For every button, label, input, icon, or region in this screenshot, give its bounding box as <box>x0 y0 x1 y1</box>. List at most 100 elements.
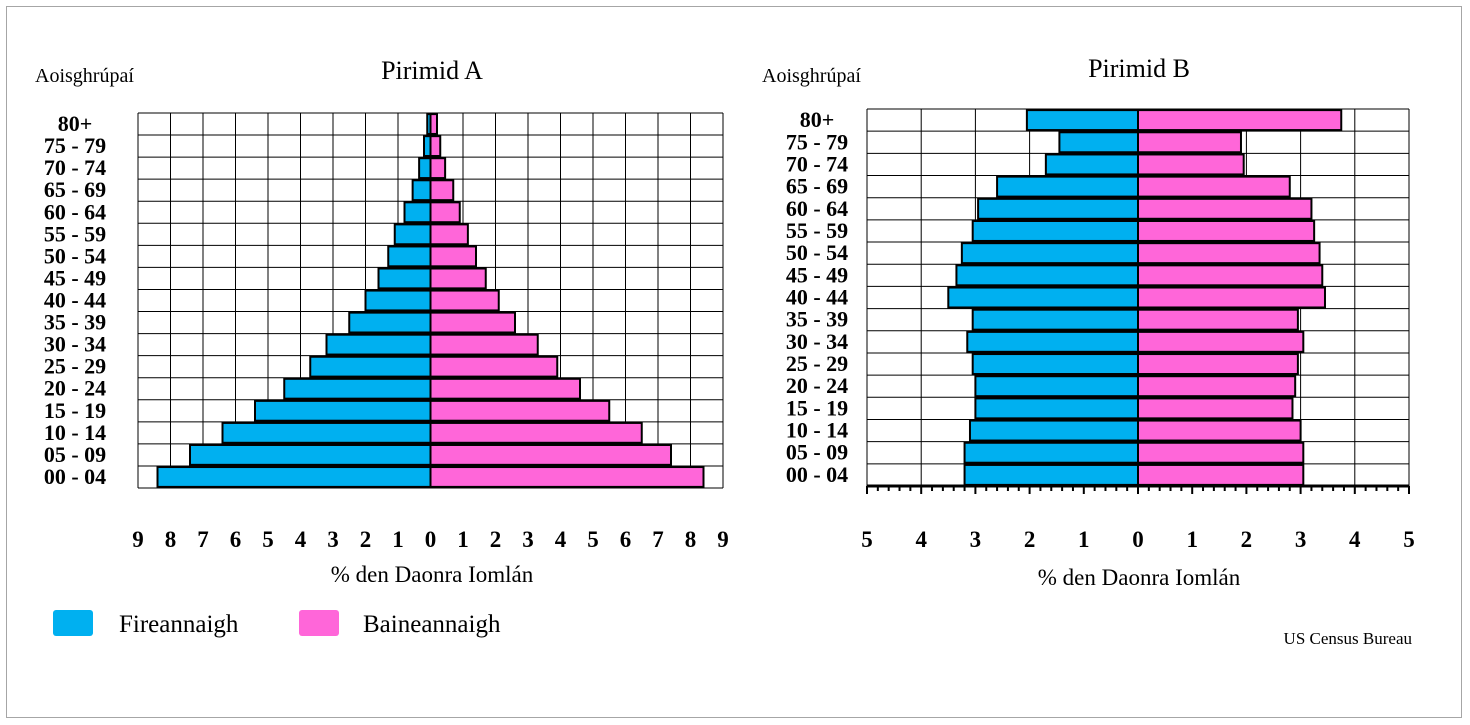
chart-b-bar-female-75-79 <box>1137 131 1242 154</box>
chart-b-category-label: 50 - 54 <box>786 240 848 265</box>
chart-a-bar-female-30-34 <box>429 333 539 356</box>
chart-b-category-label: 45 - 49 <box>786 262 848 287</box>
source-note: US Census Bureau <box>1284 629 1413 648</box>
chart-b-bar-male-30-34 <box>966 330 1140 353</box>
chart-b-category-label: 05 - 09 <box>786 440 848 465</box>
chart-b-category-label: 60 - 64 <box>786 196 848 221</box>
chart-a-x-tick-label: 7 <box>197 527 209 552</box>
chart-a-bar-female-40-44 <box>429 289 500 312</box>
chart-b-bar-female-40-44 <box>1137 286 1326 309</box>
chart-a-bar-female-15-19 <box>429 399 611 422</box>
chart-a-x-tick-label: 2 <box>360 527 372 552</box>
chart-b-bar-male-20-24 <box>974 375 1140 398</box>
chart-a-x-axis-label: % den Daonra Iomlán <box>331 562 534 587</box>
chart-a-bar-male-10-14 <box>221 421 432 444</box>
chart-b-category-label: 30 - 34 <box>786 329 848 354</box>
chart-a-category-label: 30 - 34 <box>44 332 106 357</box>
chart-a-bar-female-70-74 <box>429 157 447 180</box>
chart-b-y-axis-label: Aoisghrúpaí <box>762 65 861 87</box>
chart-a-x-tick-label: 8 <box>685 527 697 552</box>
chart-a-x-tick-label: 6 <box>230 527 242 552</box>
legend: Fireannaigh Baineannaigh <box>53 610 501 638</box>
chart-b-bar-male-05-09 <box>963 441 1139 464</box>
chart-b-bar-male-25-29 <box>971 353 1139 376</box>
chart-a-bar-male-05-09 <box>189 443 432 466</box>
chart-a-category-label: 40 - 44 <box>44 288 106 313</box>
chart-a-bar-female-05-09 <box>429 443 672 466</box>
chart-a-bar-female-35-39 <box>429 311 516 334</box>
chart-a-category-label: 35 - 39 <box>44 310 106 335</box>
chart-b-category-label: 00 - 04 <box>786 462 848 487</box>
chart-a-bar-female-65-69 <box>429 179 455 202</box>
chart-a-bar-female-50-54 <box>429 245 477 268</box>
chart-a-bar-male-40-44 <box>364 289 432 312</box>
chart-a-x-tick-label: 1 <box>457 527 469 552</box>
chart-b-x-axis-label: % den Daonra Iomlán <box>1038 565 1241 590</box>
chart-a-title: Pirimid A <box>381 56 483 85</box>
chart-a-bar-male-50-54 <box>387 245 432 268</box>
chart-b-bar-male-55-59 <box>971 219 1139 242</box>
chart-a-bar-female-20-24 <box>429 377 581 400</box>
chart-a-x-tick-label: 3 <box>522 527 534 552</box>
chart-a-x-tick-label: 9 <box>132 527 144 552</box>
chart-b-category-label: 35 - 39 <box>786 307 848 332</box>
chart-b-x-tick-label: 5 <box>861 527 873 552</box>
chart-a-bar-female-55-59 <box>429 223 469 246</box>
chart-a-x-tick-label: 5 <box>587 527 599 552</box>
chart-a-x-tick-label: 7 <box>652 527 664 552</box>
chart-b-bar-female-70-74 <box>1137 153 1245 176</box>
chart-a-bar-male-55-59 <box>393 223 432 246</box>
chart-b-bar-male-35-39 <box>971 308 1139 331</box>
chart-a-bar-male-70-74 <box>418 157 432 180</box>
chart-b-category-label: 40 - 44 <box>786 285 848 310</box>
chart-b-category-label: 20 - 24 <box>786 373 848 398</box>
chart-b-bar-female-30-34 <box>1137 330 1305 353</box>
chart-a-bar-female-00-04 <box>429 466 705 488</box>
chart-b-category-label: 10 - 14 <box>786 418 848 443</box>
chart-a-category-label: 75 - 79 <box>44 133 106 158</box>
chart-a-bar-male-20-24 <box>283 377 432 400</box>
chart-a-x-tick-label: 2 <box>490 527 502 552</box>
chart-a-x-tick-label: 8 <box>165 527 177 552</box>
chart-b-bar-male-10-14 <box>968 419 1139 442</box>
chart-b-x-tick-label: 1 <box>1186 527 1198 552</box>
chart-a-bar-female-75-79 <box>429 135 442 158</box>
chart-a-category-label: 10 - 14 <box>44 420 106 445</box>
chart-a-category-label: 00 - 04 <box>44 464 106 489</box>
chart-a-bar-male-15-19 <box>254 399 432 422</box>
chart-a-bar-female-45-49 <box>429 267 487 290</box>
chart-b-category-label: 80+ <box>800 107 835 132</box>
chart-a-category-label: 25 - 29 <box>44 354 106 379</box>
chart-a-category-label: 60 - 64 <box>44 199 106 224</box>
chart-a-x-tick-label: 3 <box>327 527 339 552</box>
chart-a-bar-male-45-49 <box>377 267 432 290</box>
chart-a-x-tick-label: 5 <box>262 527 274 552</box>
chart-b-bar-male-40-44 <box>947 286 1139 309</box>
chart-a-bar-female-25-29 <box>429 355 559 378</box>
legend-label-males: Fireannaigh <box>119 611 239 638</box>
chart-b-bar-female-35-39 <box>1137 308 1299 331</box>
chart-b-x-tick-label: 2 <box>1241 527 1253 552</box>
chart-a-x-tick-label: 6 <box>620 527 632 552</box>
chart-b-bar-male-50-54 <box>960 242 1139 265</box>
chart-b-x-tick-label: 3 <box>1295 527 1307 552</box>
chart-b-bar-male-60-64 <box>977 197 1139 220</box>
chart-a-x-tick-label: 0 <box>425 527 437 552</box>
chart-a-category-label: 50 - 54 <box>44 243 106 268</box>
chart-b-x-tick-label: 1 <box>1078 527 1090 552</box>
chart-b-x-tick-label: 5 <box>1403 527 1415 552</box>
chart-a-bar-male-60-64 <box>403 201 432 224</box>
chart-b-bar-female-10-14 <box>1137 419 1302 442</box>
chart-b-x-tick-label: 4 <box>1349 527 1361 552</box>
figure-frame: Aoisghrúpaí Pirimid A % den Daonra Iomlá… <box>6 6 1462 718</box>
chart-a-x-tick-label: 1 <box>392 527 404 552</box>
chart-b-bar-female-80plus <box>1137 109 1343 132</box>
legend-swatch-females <box>299 610 339 636</box>
chart-b-category-label: 70 - 74 <box>786 151 848 176</box>
chart-a-bar-male-00-04 <box>156 466 432 488</box>
legend-label-females: Baineannaigh <box>363 611 501 638</box>
chart-a-x-tick-label: 4 <box>295 527 307 552</box>
chart-a-bar-female-60-64 <box>429 201 461 224</box>
